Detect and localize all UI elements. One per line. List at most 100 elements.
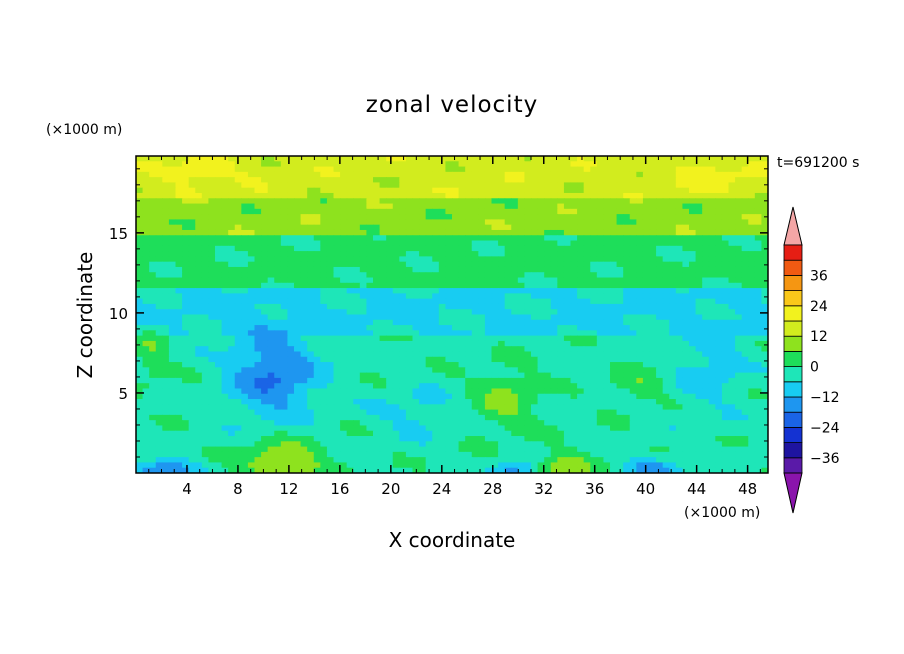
heatmap-cell <box>537 166 545 173</box>
heatmap-cell <box>366 420 374 427</box>
heatmap-cell <box>544 161 552 168</box>
heatmap-cell <box>583 330 591 337</box>
heatmap-cell <box>649 208 657 215</box>
heatmap-cell <box>353 340 361 347</box>
heatmap-cell <box>241 388 249 395</box>
heatmap-cell <box>557 346 565 353</box>
heatmap-cell <box>596 356 605 363</box>
heatmap-cell <box>234 177 242 184</box>
heatmap-cell <box>201 330 210 337</box>
heatmap-cell <box>359 224 368 231</box>
heatmap-cell <box>735 224 743 231</box>
heatmap-cell <box>168 314 177 321</box>
heatmap-cell <box>662 314 670 321</box>
heatmap-cell <box>517 362 526 368</box>
heatmap-cell <box>669 192 677 199</box>
heatmap-cell <box>215 388 223 395</box>
heatmap-cell <box>544 282 552 289</box>
heatmap-cell <box>735 208 743 215</box>
heatmap-cell <box>741 293 749 300</box>
heatmap-cell <box>215 293 223 300</box>
heatmap-cell <box>155 245 163 252</box>
heatmap-cell <box>326 161 335 168</box>
heatmap-cell <box>412 303 420 310</box>
heatmap-cell <box>175 245 183 252</box>
heatmap-cell <box>254 261 262 268</box>
heatmap-cell <box>267 293 275 300</box>
heatmap-cell <box>445 177 453 184</box>
heatmap-cell <box>142 277 150 284</box>
heatmap-cell <box>471 335 479 342</box>
heatmap-cell <box>623 256 631 263</box>
heatmap-cell <box>366 214 374 220</box>
heatmap-cell <box>550 282 558 289</box>
heatmap-cell <box>162 251 170 257</box>
heatmap-cell <box>201 340 210 347</box>
heatmap-cell <box>590 161 598 168</box>
heatmap-cell <box>642 208 651 215</box>
heatmap-cell <box>537 256 545 263</box>
heatmap-cell <box>254 325 262 331</box>
heatmap-cell <box>432 372 440 379</box>
heatmap-cell <box>142 303 150 310</box>
heatmap-cell <box>636 224 644 231</box>
heatmap-cell <box>261 229 269 236</box>
heatmap-cell <box>432 420 440 427</box>
heatmap-cell <box>142 187 150 194</box>
heatmap-cell <box>623 420 631 427</box>
heatmap-cell <box>504 314 512 321</box>
heatmap-cell <box>616 161 624 168</box>
heatmap-cell <box>465 214 473 220</box>
heatmap-cell <box>340 377 348 384</box>
heatmap-cell <box>629 425 637 432</box>
heatmap-cell <box>142 240 150 247</box>
heatmap-cell <box>721 288 730 294</box>
heatmap-cell <box>458 346 466 353</box>
heatmap-cell <box>478 414 486 421</box>
heatmap-cell <box>504 161 512 168</box>
heatmap-cell <box>267 425 275 432</box>
heatmap-cell <box>689 161 697 168</box>
heatmap-cell <box>544 214 552 220</box>
heatmap-cell <box>623 219 631 226</box>
heatmap-cell <box>188 414 196 421</box>
heatmap-cell <box>228 393 236 400</box>
heatmap-cell <box>399 388 407 395</box>
heatmap-cell <box>287 414 295 421</box>
heatmap-cell <box>504 192 512 199</box>
heatmap-cell <box>215 335 223 342</box>
heatmap-cell <box>215 208 223 215</box>
heatmap-cell <box>287 303 295 310</box>
heatmap-cell <box>748 219 756 226</box>
heatmap-cell <box>201 314 210 321</box>
heatmap-cell <box>201 156 210 162</box>
heatmap-cell <box>491 340 499 347</box>
heatmap-cell <box>215 251 223 257</box>
heatmap-cell <box>175 330 183 337</box>
heatmap-cell <box>294 177 302 184</box>
heatmap-cell <box>498 367 506 374</box>
heatmap-cell <box>682 161 690 168</box>
heatmap-cell <box>234 404 242 411</box>
heatmap-cell <box>168 261 177 268</box>
heatmap-cell <box>228 303 236 310</box>
heatmap-cell <box>563 203 572 210</box>
heatmap-cell <box>320 356 328 363</box>
heatmap-cell <box>168 266 177 273</box>
heatmap-cell <box>412 171 420 178</box>
heatmap-cell <box>208 414 216 421</box>
heatmap-cell <box>168 303 177 310</box>
heatmap-cell <box>610 330 618 337</box>
heatmap-cell <box>149 325 157 331</box>
heatmap-cell <box>300 214 308 220</box>
heatmap-cell <box>445 261 453 268</box>
heatmap-cell <box>458 171 466 178</box>
heatmap-cell <box>241 362 249 368</box>
heatmap-cell <box>675 208 684 215</box>
heatmap-cell <box>445 330 453 337</box>
heatmap-cell <box>498 298 506 305</box>
heatmap-cell <box>563 282 572 289</box>
heatmap-cell <box>616 420 624 427</box>
heatmap-cell <box>373 362 381 368</box>
heatmap-cell <box>386 404 394 411</box>
